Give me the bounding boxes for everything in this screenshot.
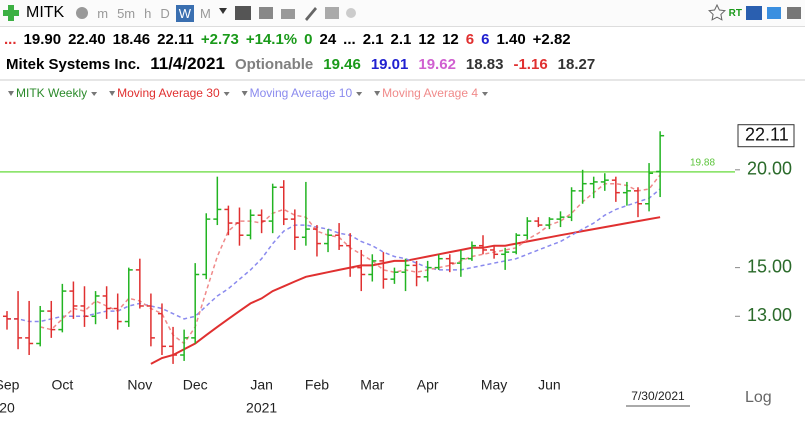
- icon[interactable]: [74, 5, 94, 21]
- legend-marker: [109, 91, 116, 96]
- star-icon[interactable]: [707, 4, 726, 22]
- field: 19.62: [418, 56, 456, 73]
- field: 18.83: [465, 56, 504, 73]
- legend-marker: [8, 91, 14, 96]
- field: ...: [343, 31, 356, 48]
- y-tick-label: 13.00: [747, 305, 792, 325]
- tool-icons[interactable]: [217, 3, 367, 23]
- field: 19.01: [370, 56, 409, 73]
- field: 2.1: [390, 31, 412, 48]
- field: 0: [304, 31, 313, 48]
- field: 22.11: [157, 31, 194, 48]
- moving-average-line: [7, 188, 661, 323]
- field: Optionable: [234, 56, 314, 73]
- x-tick-label: Feb: [305, 377, 329, 393]
- y-tick-label: 20.00: [747, 159, 792, 179]
- date-label: 7/30/2021: [631, 389, 685, 403]
- field: +2.82: [532, 31, 571, 48]
- x-tick-label: Dec: [183, 377, 208, 393]
- field: 19.90: [23, 31, 62, 48]
- timeframe[interactable]: m: [97, 5, 109, 21]
- legend-entry[interactable]: MITK Weekly: [16, 86, 87, 100]
- timeframe[interactable]: h: [144, 5, 152, 21]
- timeframe[interactable]: W: [175, 4, 195, 22]
- x-tick-label: Nov: [127, 377, 152, 393]
- x-tick-label: May: [481, 377, 507, 393]
- info-row: Mitek Systems Inc. 11/4/2021 Optionable 19.…: [6, 54, 595, 74]
- timeframe[interactable]: D: [160, 5, 170, 21]
- year-label: 20: [0, 400, 15, 416]
- field: Mitek Systems Inc.: [6, 56, 141, 73]
- scale-label[interactable]: Log: [745, 389, 772, 406]
- quote-row: ... 19.90 22.40 18.46 22.11 +2.73 +14.1% 0 24...…: [4, 31, 571, 48]
- field: +14.1%: [245, 31, 298, 48]
- x-tick-label: Apr: [417, 377, 439, 393]
- field: -1.16: [513, 56, 548, 73]
- field: 12: [442, 31, 459, 48]
- add-icon[interactable]: [0, 2, 22, 24]
- timeframe[interactable]: 5m: [117, 5, 136, 21]
- x-tick-label: Mar: [360, 377, 384, 393]
- field: 22.40: [68, 31, 106, 48]
- last-price-label: 22.11: [745, 124, 789, 144]
- x-tick-label: Sep: [0, 377, 20, 393]
- field: 24: [319, 31, 337, 48]
- x-tick-label: Oct: [51, 377, 73, 393]
- field: 18.27: [557, 56, 596, 73]
- field: 6: [465, 31, 475, 48]
- toolbar: MITK m 5m h D W M RT: [0, 0, 805, 27]
- horizontal-line-label: 19.88: [690, 157, 715, 168]
- timeframe[interactable]: M: [200, 5, 211, 21]
- y-tick-label: 15.00: [747, 256, 792, 276]
- field: 11/4/2021: [150, 54, 225, 73]
- right-icons[interactable]: [745, 4, 805, 22]
- legend-entry[interactable]: Moving Average 4: [382, 86, 478, 100]
- x-tick-label: Jun: [538, 377, 561, 393]
- field: +2.73: [200, 31, 239, 48]
- field: 12: [418, 31, 436, 48]
- legend-caret: [482, 92, 488, 96]
- field: 6: [481, 31, 490, 48]
- field: 2.1: [362, 31, 384, 48]
- legend-caret: [91, 92, 98, 96]
- rt-label[interactable]: RT: [728, 7, 742, 19]
- field: ...: [4, 31, 17, 48]
- legend-marker: [241, 91, 248, 96]
- x-tick-label: Jan: [250, 377, 273, 393]
- field: 18.46: [112, 31, 151, 48]
- legend-caret: [356, 92, 363, 96]
- chart-background: [0, 81, 805, 424]
- legend-entry[interactable]: Moving Average 30: [117, 86, 220, 100]
- legend-caret: [223, 92, 230, 96]
- timeframes: m 5m h D W M: [94, 4, 217, 22]
- year-label: 2021: [246, 400, 277, 416]
- symbol[interactable]: MITK: [26, 4, 65, 21]
- legend-entry[interactable]: Moving Average 10: [250, 86, 353, 100]
- field: 19.46: [323, 56, 361, 73]
- field: 1.40: [496, 31, 526, 48]
- legend-marker: [374, 91, 381, 96]
- last-price-box: [737, 124, 795, 148]
